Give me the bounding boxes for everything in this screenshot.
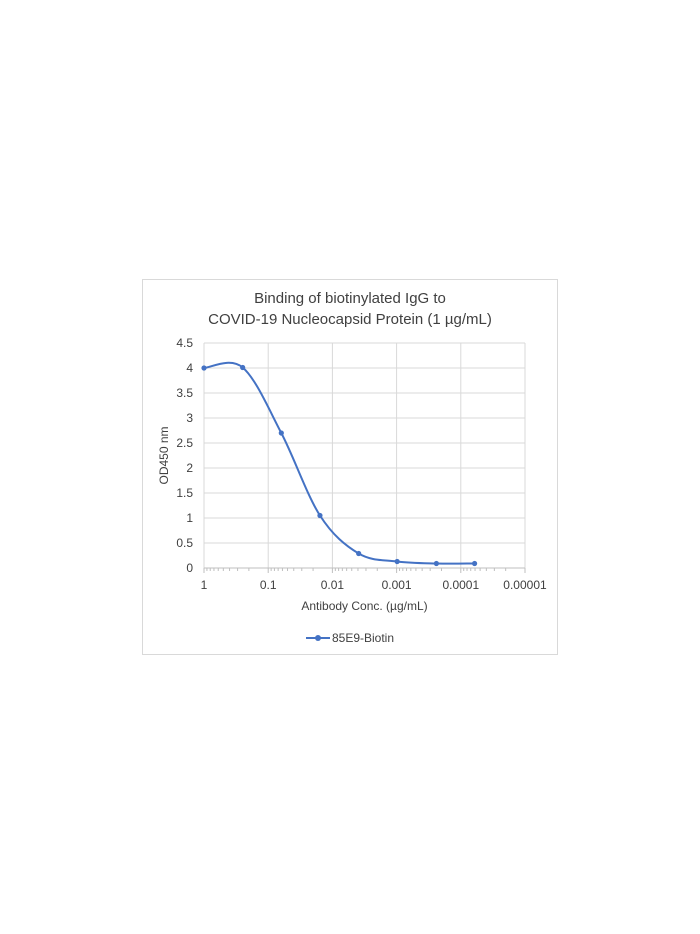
chart-title: Binding of biotinylated IgG to COVID-19 … <box>143 288 557 330</box>
y-tick-label: 4.5 <box>176 336 193 350</box>
y-tick-label: 3.5 <box>176 386 193 400</box>
data-point <box>471 560 478 567</box>
legend-series-label: 85E9-Biotin <box>331 630 395 645</box>
y-tick-label: 4 <box>186 361 193 375</box>
data-point <box>201 365 207 371</box>
chart-title-line-1: Binding of biotinylated IgG to <box>254 290 446 307</box>
data-point <box>394 558 400 565</box>
data-point <box>278 430 284 436</box>
y-tick-label: 0.5 <box>176 536 193 550</box>
y-tick-label: 1.5 <box>176 486 193 500</box>
y-tick-label: 0 <box>186 561 193 575</box>
plot-area: 0 0.5 1 1.5 2 2.5 3 3.5 4 4.5 1 0.1 0.01 0.001 0.0001 0… <box>157 336 547 613</box>
x-tick-label: 1 <box>201 578 208 592</box>
y-tick-label: 3 <box>186 411 193 425</box>
chart-title-line-2: COVID-19 Nucleocapsid Protein (1 µg/mL) <box>208 311 492 328</box>
y-tick-label: 1 <box>186 511 193 525</box>
chart-container: Binding of biotinylated IgG to COVID-19 … <box>142 279 558 655</box>
data-point <box>433 560 439 567</box>
legend: 85E9-Biotin <box>143 630 557 645</box>
series-line <box>203 361 475 565</box>
data-point <box>356 550 362 557</box>
x-tick-label: 0.1 <box>260 578 277 592</box>
data-point <box>317 512 323 519</box>
legend-series-marker <box>305 633 330 643</box>
y-axis-label: OD450 nm <box>157 426 171 484</box>
x-tick-label: 0.01 <box>321 578 345 592</box>
y-tick-label: 2 <box>186 461 193 475</box>
data-point <box>240 364 246 371</box>
x-tick-label: 0.0001 <box>442 578 479 592</box>
x-tick-label: 0.00001 <box>503 578 547 592</box>
y-tick-label: 2.5 <box>176 436 193 450</box>
x-axis-label: Antibody Conc. (µg/mL) <box>301 599 427 613</box>
x-tick-label: 0.001 <box>382 578 412 592</box>
